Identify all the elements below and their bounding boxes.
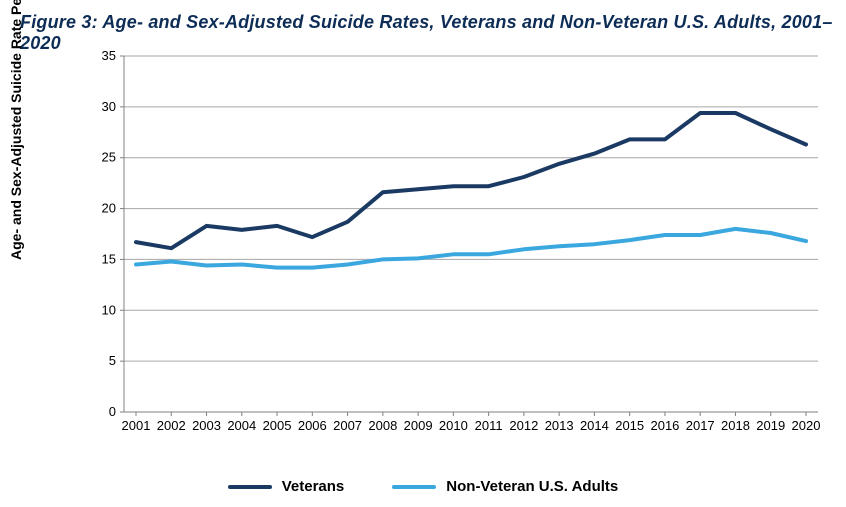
x-tick-label: 2012 xyxy=(509,418,538,433)
series-line xyxy=(136,229,806,268)
x-tick-label: 2010 xyxy=(439,418,468,433)
x-tick-label: 2002 xyxy=(157,418,186,433)
y-axis-label: Age- and Sex-Adjusted Suicide Rate Per 1… xyxy=(8,0,24,260)
x-tick-label: 2017 xyxy=(686,418,715,433)
y-tick-label: 25 xyxy=(102,150,116,165)
x-tick-label: 2003 xyxy=(192,418,221,433)
y-tick-label: 10 xyxy=(102,302,116,317)
y-tick-label: 0 xyxy=(109,404,116,419)
x-tick-label: 2009 xyxy=(404,418,433,433)
y-tick-label: 15 xyxy=(102,251,116,266)
x-tick-label: 2013 xyxy=(545,418,574,433)
figure-container: Figure 3: Age- and Sex-Adjusted Suicide … xyxy=(0,0,846,507)
x-tick-label: 2001 xyxy=(122,418,151,433)
x-tick-label: 2011 xyxy=(475,418,503,433)
legend-item: Non-Veteran U.S. Adults xyxy=(392,478,618,495)
y-tick-label: 20 xyxy=(102,201,116,216)
x-tick-label: 2020 xyxy=(792,418,821,433)
legend-label: Non-Veteran U.S. Adults xyxy=(446,478,618,495)
x-tick-label: 2008 xyxy=(368,418,397,433)
x-tick-label: 2007 xyxy=(333,418,362,433)
series-line xyxy=(136,113,806,248)
x-tick-label: 2019 xyxy=(756,418,785,433)
x-tick-label: 2018 xyxy=(721,418,750,433)
legend-label: Veterans xyxy=(282,478,345,495)
legend-swatch xyxy=(228,485,272,489)
x-tick-label: 2006 xyxy=(298,418,327,433)
plot-area: 0 5 10 15 20 25 30 35 2001 2002 2003 2004 2005 2006 20… xyxy=(92,50,822,440)
y-tick-label: 35 xyxy=(102,48,116,63)
x-tick-label: 2016 xyxy=(650,418,679,433)
y-tick-label: 30 xyxy=(102,99,116,114)
legend: Veterans Non-Veteran U.S. Adults xyxy=(0,478,846,495)
legend-swatch xyxy=(392,485,436,489)
legend-item: Veterans xyxy=(228,478,345,495)
chart-title: Figure 3: Age- and Sex-Adjusted Suicide … xyxy=(20,12,846,54)
x-tick-label: 2005 xyxy=(263,418,292,433)
x-tick-label: 2004 xyxy=(227,418,256,433)
y-tick-label: 5 xyxy=(109,353,116,368)
x-tick-label: 2014 xyxy=(580,418,609,433)
x-tick-label: 2015 xyxy=(615,418,644,433)
chart-svg: 0 5 10 15 20 25 30 35 2001 2002 2003 2004 2005 2006 20… xyxy=(92,50,822,440)
